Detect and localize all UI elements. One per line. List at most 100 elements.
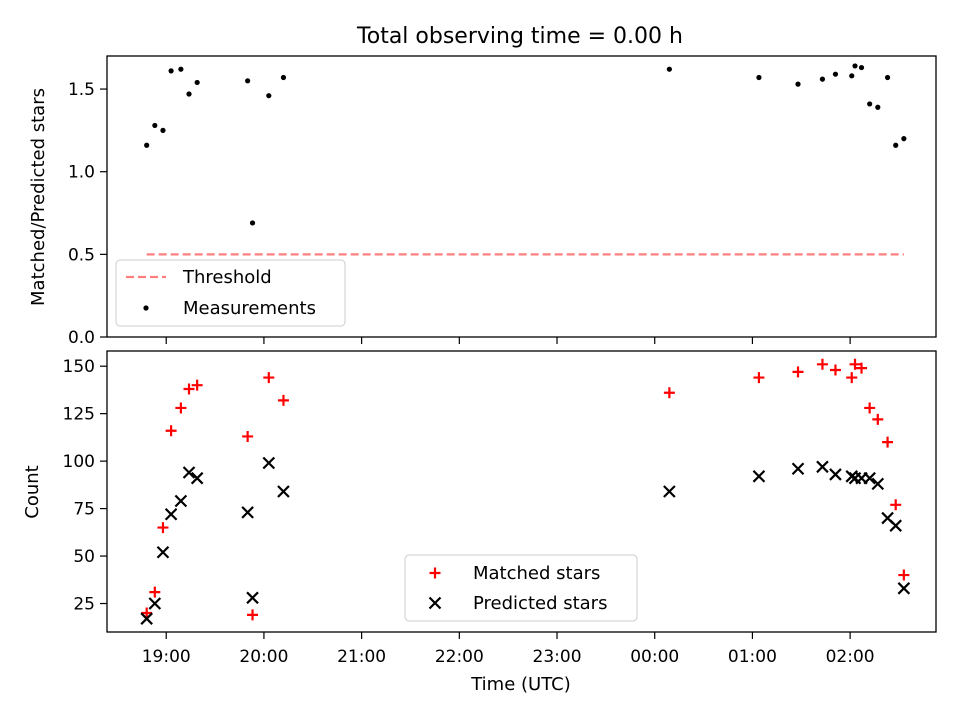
matched-star-marker [141,607,153,619]
measurement-point [168,68,174,74]
measurement-point [849,73,855,79]
matched-star-marker [864,402,876,414]
predicted-star-marker [174,494,188,508]
measurement-point [756,74,762,81]
predicted-star-marker [863,471,876,485]
ratio-y-tick-label: 1.0 [68,163,95,183]
predicted-star-marker [140,612,153,625]
predicted-star-marker [889,519,902,532]
matched-star-marker [277,394,289,406]
measurement-point [280,74,287,81]
matched-star-marker [175,402,187,414]
predicted-star-marker [182,466,196,479]
measurement-point [852,63,858,69]
matched-star-marker [165,425,177,437]
predicted-star-marker [190,471,204,485]
matched-star-marker [849,358,861,370]
matched-star-marker [183,383,195,395]
measurement-point [893,142,899,148]
predicted-star-marker [164,508,178,521]
threshold-legend-label: Threshold [182,267,272,288]
matched-star-marker [753,372,765,384]
matched-star-marker [816,358,828,370]
predicted-stars-legend-label: Predicted stars [473,593,607,614]
measurement-point [144,142,150,148]
predicted-stars-legend-marker [428,596,442,610]
predicted-star-marker [752,470,766,483]
measurement-point [160,127,166,133]
measurement-point [152,122,158,129]
matched-star-marker [872,413,884,425]
x-tick-label: 20:00 [239,647,288,667]
ratio-panel-frame [106,55,937,338]
measurement-point [867,101,873,107]
ratio-y-tick-label: 0.0 [68,328,95,348]
predicted-star-marker [663,485,676,498]
x-tick-label: 23:00 [533,647,582,667]
measurement-point [245,78,251,84]
predicted-star-marker [829,468,842,481]
measurements-legend-label: Measurements [183,298,316,319]
matched-star-marker [663,387,675,399]
ratio-y-ticks: 0.0 0.5 1.0 1.5 [68,80,107,348]
predicted-star-marker [277,485,290,498]
matched-stars-legend-marker [429,567,441,579]
x-tick-label: 01:00 [728,647,777,667]
count-legend: Matched stars Predicted stars [404,554,638,622]
predicted-star-marker [897,582,911,595]
matched-star-markers [141,358,910,621]
count-panel: 25 50 75 100 125 150 19:00 20:00 21:00 22:00 23:0… [22,350,937,695]
count-y-tick-label: 50 [73,547,95,567]
matched-star-marker [890,499,902,511]
matched-star-marker [247,609,259,621]
matched-star-marker [149,586,161,598]
matched-star-marker [191,379,203,391]
ratio-y-tick-label: 0.5 [68,245,95,265]
matched-star-marker [792,366,804,378]
predicted-star-marker [246,591,259,605]
measurement-point [249,220,256,226]
count-y-tick-label: 75 [73,500,95,520]
count-y-tick-label: 100 [63,452,95,472]
measurement-point [795,81,801,87]
predicted-star-markers [140,456,911,625]
x-tick-label: 00:00 [630,647,679,667]
measurement-point [832,71,839,77]
x-tick-label: 19:00 [142,647,191,667]
measurement-point [178,66,184,72]
x-tick-label: 02:00 [826,647,875,667]
count-y-label: Count [22,465,43,518]
predicted-star-marker [791,462,805,475]
matched-star-marker [856,362,868,374]
figure-title: Total observing time = 0.00 h [356,24,683,49]
matched-star-marker [846,372,858,384]
x-axis-label: Time (UTC) [470,674,571,695]
measurement-point [858,64,865,71]
measurement-point [901,136,907,142]
predicted-star-marker [156,545,170,559]
measurement-point [884,74,891,81]
count-y-tick-label: 150 [63,357,95,377]
count-y-ticks: 25 50 75 100 125 150 [63,357,107,615]
count-y-tick-label: 25 [73,595,95,615]
predicted-star-marker [148,597,162,610]
measurement-point [186,91,192,97]
matched-stars-legend-swatch [429,567,441,579]
x-tick-label: 21:00 [337,647,386,667]
matched-star-marker [882,436,894,448]
measurement-points [144,63,907,226]
matched-star-marker [157,522,169,534]
ratio-legend: Threshold Measurements [115,259,346,327]
count-legend-box [404,554,638,622]
count-y-tick-label: 125 [63,405,95,425]
ratio-y-tick-label: 1.5 [68,80,95,100]
predicted-star-marker [241,506,254,519]
measurement-point [819,76,826,82]
measurement-point [194,79,200,86]
predicted-star-marker [816,460,829,474]
matched-star-marker [263,372,275,384]
ratio-legend-box [115,259,346,327]
matched-star-marker [898,569,910,581]
measurements-legend-swatch [143,305,149,311]
